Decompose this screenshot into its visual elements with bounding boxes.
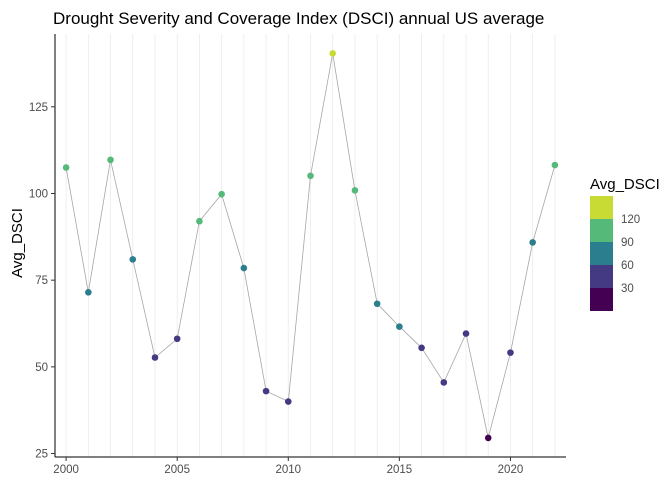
x-tick-label-2015: 2015 [387, 464, 413, 476]
data-point-2010 [284, 398, 292, 405]
x-tick-label-2020: 2020 [498, 464, 524, 476]
legend-labels: 120 90 60 30 [621, 214, 640, 295]
data-point-2013 [351, 187, 359, 194]
data-point-2007 [218, 190, 225, 198]
axes [54, 34, 566, 458]
legend: Avg_DSCI 120 90 60 30 [590, 176, 660, 311]
legend-color-keys [590, 196, 613, 311]
data-point-2016 [418, 344, 425, 352]
legend-key-1 [590, 219, 613, 242]
legend-key-2 [590, 242, 613, 265]
y-tick-label-50: 50 [35, 362, 48, 374]
legend-key-4 [590, 288, 613, 311]
data-point-2012 [329, 50, 337, 57]
y-tick-label-100: 100 [29, 188, 48, 200]
data-point-2017 [440, 379, 448, 386]
y-tick-label-75: 75 [35, 275, 48, 287]
legend-title: Avg_DSCI [590, 176, 660, 193]
data-point-2009 [262, 387, 270, 395]
x-tick-label-2010: 2010 [275, 464, 301, 476]
y-tick-label-25: 25 [35, 449, 48, 461]
data-point-2002 [107, 156, 114, 164]
legend-label-30: 30 [621, 283, 634, 295]
x-axis-ticks: 2000 2005 2010 2015 2020 [53, 457, 523, 476]
data-point-2018 [462, 330, 470, 337]
y-axis-title: Avg_DSCI [9, 208, 26, 278]
x-tick-label-2000: 2000 [53, 464, 79, 476]
legend-label-60: 60 [621, 260, 634, 272]
data-point-2000 [62, 164, 70, 171]
grid-lines [65, 34, 556, 457]
data-point-2008 [240, 264, 248, 272]
data-point-2022 [551, 161, 559, 169]
legend-key-3 [590, 265, 613, 288]
y-tick-label-125: 125 [29, 102, 48, 114]
data-point-2014 [373, 300, 381, 308]
chart-title: Drought Severity and Coverage Index (DSC… [53, 9, 544, 28]
data-points [62, 50, 559, 442]
legend-label-90: 90 [621, 237, 634, 249]
data-point-2011 [307, 172, 314, 180]
data-point-2019 [484, 434, 492, 442]
data-point-2005 [173, 335, 181, 343]
data-point-2020 [507, 349, 514, 356]
data-point-2015 [396, 323, 403, 330]
x-tick-label-2005: 2005 [164, 464, 190, 476]
data-point-2021 [529, 239, 536, 246]
data-point-2006 [196, 217, 203, 225]
data-point-2004 [151, 354, 159, 361]
data-point-2003 [129, 256, 137, 263]
data-point-2001 [85, 289, 92, 296]
y-axis-ticks: 25 50 75 100 125 [29, 102, 55, 461]
legend-label-120: 120 [621, 214, 640, 226]
legend-key-0 [590, 196, 613, 219]
